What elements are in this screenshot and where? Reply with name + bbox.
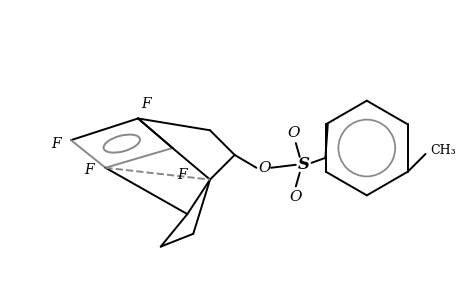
Text: O: O xyxy=(289,190,302,204)
Text: F: F xyxy=(51,137,61,151)
Text: F: F xyxy=(141,97,150,111)
Text: F: F xyxy=(177,168,187,182)
Text: CH₃: CH₃ xyxy=(430,145,455,158)
Text: O: O xyxy=(257,161,270,175)
Text: O: O xyxy=(287,126,299,140)
Text: S: S xyxy=(297,156,309,173)
Text: F: F xyxy=(84,163,94,177)
